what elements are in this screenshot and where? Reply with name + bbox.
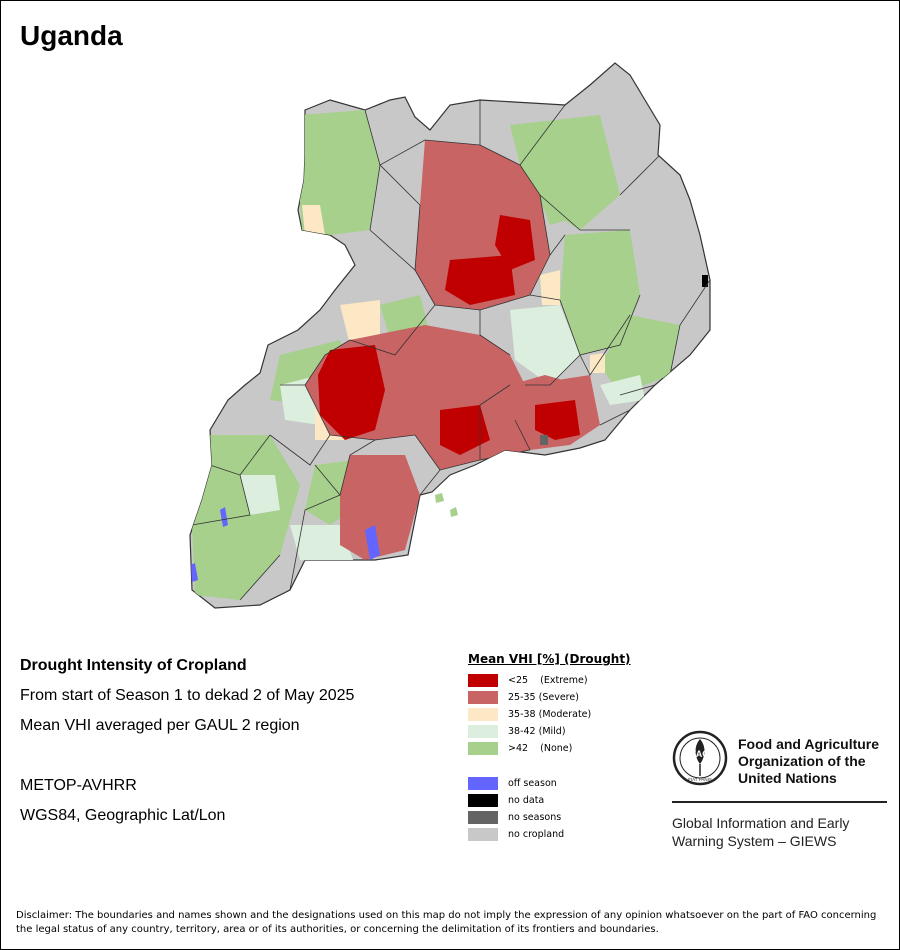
info-period: From start of Season 1 to dekad 2 of May… [20, 687, 355, 704]
legend-item: >42 (None) [468, 740, 631, 757]
region-no-data [702, 275, 708, 287]
legend-other: off season no data no seasons no cropland [468, 775, 631, 843]
legend-swatch [468, 794, 498, 807]
fao-name-line3: United Nations [738, 770, 837, 786]
legend-swatch [468, 725, 498, 738]
legend-classes: <25 (Extreme) 25-35 (Severe) 35-38 (Modera… [468, 672, 631, 757]
info-method: Mean VHI averaged per GAUL 2 region [20, 717, 300, 734]
legend-swatch [468, 674, 498, 687]
legend-item: off season [468, 775, 631, 792]
region-extreme [318, 215, 580, 455]
fao-logo-icon: FAO FIAT PANIS [672, 730, 728, 786]
map-info: Drought Intensity of Cropland From start… [20, 656, 354, 836]
legend-label: <25 (Extreme) [508, 675, 588, 686]
legend-item: no cropland [468, 826, 631, 843]
legend-swatch [468, 708, 498, 721]
giews-line2: Warning System – GIEWS [672, 833, 837, 849]
legend-label: 38-42 (Mild) [508, 726, 566, 737]
legend-swatch [468, 777, 498, 790]
disclaimer: Disclaimer: The boundaries and names sho… [16, 910, 877, 935]
fao-logo-motto: FIAT PANIS [688, 777, 712, 782]
lake-islands [435, 493, 458, 517]
legend-swatch [468, 691, 498, 704]
map-legend: Mean VHI [%] (Drought) <25 (Extreme) 25-3… [468, 652, 631, 843]
region-mild [240, 305, 645, 565]
legend-swatch [468, 742, 498, 755]
legend-title: Mean VHI [%] (Drought) [468, 652, 631, 666]
fao-name: Food and Agriculture Organization of the… [738, 736, 879, 787]
giews-name: Global Information and Early Warning Sys… [672, 814, 849, 850]
legend-item: no data [468, 792, 631, 809]
region-off-season [190, 507, 380, 582]
info-sensor: METOP-AVHRR [20, 777, 137, 794]
legend-label: off season [508, 778, 557, 789]
fao-divider [672, 801, 887, 803]
legend-swatch [468, 811, 498, 824]
legend-label: no data [508, 795, 545, 806]
info-heading: Drought Intensity of Cropland [20, 657, 247, 674]
region-no-seasons [540, 435, 548, 445]
info-projection: WGS84, Geographic Lat/Lon [20, 807, 226, 824]
map-title: Uganda [20, 20, 123, 51]
legend-item: 35-38 (Moderate) [468, 706, 631, 723]
legend-swatch [468, 828, 498, 841]
fao-name-line2: Organization of the [738, 753, 866, 769]
fao-name-line1: Food and Agriculture [738, 736, 880, 752]
legend-label: 35-38 (Moderate) [508, 709, 592, 720]
legend-label: 25-35 (Severe) [508, 692, 579, 703]
uganda-drought-map [189, 62, 711, 609]
fao-logo-text: FAO [691, 749, 710, 759]
legend-item: <25 (Extreme) [468, 672, 631, 689]
legend-label: >42 (None) [508, 743, 573, 754]
legend-label: no cropland [508, 829, 565, 840]
legend-item: 25-35 (Severe) [468, 689, 631, 706]
giews-line1: Global Information and Early [672, 815, 850, 831]
legend-item: 38-42 (Mild) [468, 723, 631, 740]
legend-label: no seasons [508, 812, 562, 823]
legend-item: no seasons [468, 809, 631, 826]
district-boundaries [191, 100, 710, 601]
